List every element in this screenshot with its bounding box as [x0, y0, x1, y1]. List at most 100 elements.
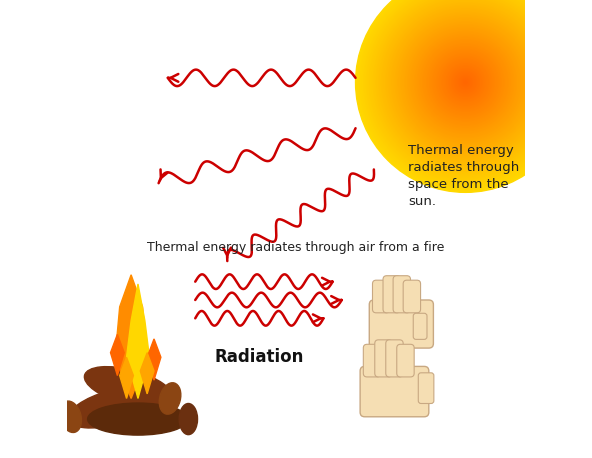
Circle shape [363, 0, 567, 184]
Circle shape [395, 12, 536, 153]
Circle shape [383, 0, 548, 165]
Circle shape [463, 80, 468, 85]
Circle shape [439, 56, 491, 109]
Circle shape [368, 0, 563, 180]
Circle shape [457, 74, 474, 91]
Circle shape [374, 0, 558, 174]
Circle shape [460, 77, 471, 88]
Circle shape [461, 78, 469, 87]
Circle shape [401, 18, 530, 147]
Ellipse shape [179, 403, 198, 435]
Text: Radiation: Radiation [215, 348, 304, 366]
Circle shape [420, 37, 511, 128]
Circle shape [423, 40, 508, 125]
Circle shape [412, 29, 519, 136]
Circle shape [417, 34, 513, 131]
Circle shape [360, 0, 571, 188]
Circle shape [392, 10, 538, 155]
Circle shape [455, 71, 477, 93]
Circle shape [459, 76, 472, 89]
Ellipse shape [88, 403, 188, 435]
Circle shape [384, 1, 546, 164]
Circle shape [408, 25, 523, 140]
Polygon shape [147, 339, 161, 380]
Circle shape [375, 0, 556, 173]
Circle shape [448, 65, 483, 100]
Text: Thermal energy
radiates through
space from the
sun.: Thermal energy radiates through space fr… [408, 144, 519, 208]
Circle shape [429, 45, 503, 120]
Circle shape [449, 66, 482, 99]
FancyBboxPatch shape [397, 344, 414, 377]
FancyBboxPatch shape [393, 276, 410, 313]
Circle shape [442, 59, 489, 106]
Circle shape [405, 22, 526, 143]
Circle shape [413, 30, 517, 135]
Circle shape [419, 36, 512, 129]
Circle shape [434, 51, 497, 114]
Circle shape [388, 5, 542, 159]
Circle shape [438, 55, 493, 110]
FancyBboxPatch shape [413, 313, 427, 339]
Circle shape [378, 0, 554, 170]
Polygon shape [111, 334, 124, 376]
Circle shape [430, 47, 501, 118]
Circle shape [369, 0, 562, 179]
Circle shape [365, 0, 566, 183]
FancyBboxPatch shape [372, 280, 390, 313]
Circle shape [435, 52, 496, 113]
FancyBboxPatch shape [375, 340, 392, 377]
Circle shape [358, 0, 572, 190]
Circle shape [356, 0, 575, 192]
Ellipse shape [159, 383, 181, 414]
Circle shape [443, 60, 487, 104]
Circle shape [451, 67, 481, 98]
Circle shape [404, 21, 527, 144]
Circle shape [397, 14, 534, 151]
Polygon shape [127, 284, 149, 398]
Circle shape [453, 70, 478, 95]
Ellipse shape [68, 387, 157, 428]
Circle shape [446, 63, 485, 102]
Circle shape [394, 11, 537, 154]
Circle shape [382, 0, 549, 166]
Circle shape [431, 48, 500, 117]
Circle shape [361, 0, 570, 187]
FancyBboxPatch shape [369, 300, 433, 348]
Circle shape [362, 0, 568, 185]
Circle shape [410, 27, 520, 137]
Polygon shape [120, 357, 133, 398]
Circle shape [464, 81, 467, 84]
Circle shape [357, 0, 574, 191]
Circle shape [366, 0, 564, 181]
Circle shape [437, 54, 494, 111]
Circle shape [422, 38, 510, 126]
Ellipse shape [85, 366, 173, 408]
Circle shape [440, 58, 490, 107]
Circle shape [445, 62, 486, 103]
Circle shape [376, 0, 555, 172]
FancyBboxPatch shape [360, 366, 429, 417]
Circle shape [398, 15, 533, 150]
Circle shape [406, 23, 525, 142]
Circle shape [386, 3, 545, 162]
Circle shape [456, 73, 475, 92]
FancyBboxPatch shape [363, 344, 381, 377]
Circle shape [372, 0, 559, 176]
FancyBboxPatch shape [403, 280, 420, 313]
FancyBboxPatch shape [386, 340, 403, 377]
Circle shape [379, 0, 552, 169]
Circle shape [402, 19, 529, 146]
Circle shape [390, 7, 541, 158]
FancyBboxPatch shape [383, 276, 400, 313]
Circle shape [433, 49, 498, 115]
Circle shape [391, 8, 540, 157]
Circle shape [426, 43, 506, 122]
Circle shape [371, 0, 560, 177]
Circle shape [452, 69, 479, 96]
Circle shape [400, 16, 532, 148]
Circle shape [414, 32, 516, 133]
Circle shape [387, 4, 544, 161]
Text: Thermal energy radiates through air from a fire: Thermal energy radiates through air from… [147, 241, 445, 254]
Circle shape [427, 44, 504, 121]
Ellipse shape [60, 401, 82, 432]
